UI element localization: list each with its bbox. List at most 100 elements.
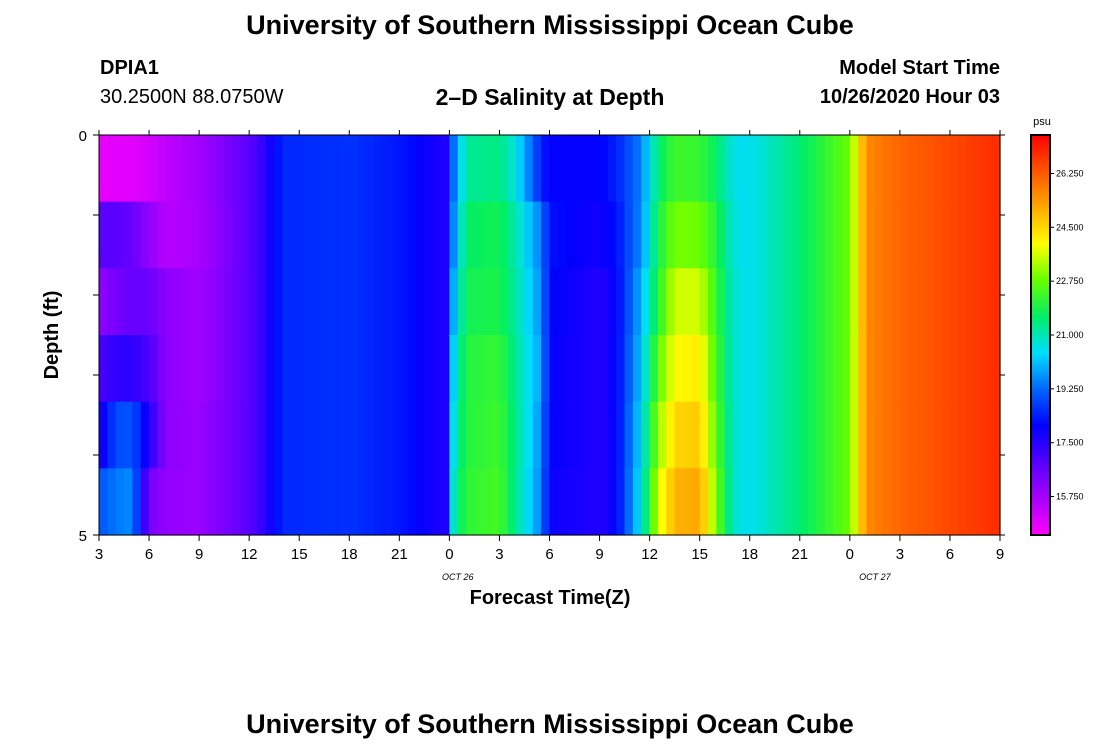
heatmap-cell bbox=[165, 468, 175, 536]
heatmap-cell bbox=[632, 335, 642, 403]
heatmap-cell bbox=[741, 268, 751, 336]
heatmap-cell bbox=[524, 268, 534, 336]
heatmap-cell bbox=[816, 201, 826, 269]
heatmap-cell bbox=[758, 401, 767, 469]
x-axis-label: Forecast Time(Z) bbox=[470, 587, 631, 609]
heatmap-cell bbox=[774, 201, 784, 269]
heatmap-cell bbox=[624, 268, 634, 336]
heatmap-cell bbox=[958, 401, 968, 469]
heatmap-cell bbox=[949, 135, 959, 203]
heatmap-cell bbox=[441, 401, 450, 469]
heatmap-cell bbox=[165, 201, 175, 269]
heatmap-cell bbox=[682, 201, 692, 269]
heatmap-cell bbox=[599, 335, 609, 403]
heatmap-cell bbox=[532, 335, 542, 403]
heatmap-cell bbox=[824, 135, 834, 203]
heatmap-cell bbox=[224, 135, 234, 203]
heatmap-cell bbox=[399, 135, 409, 203]
heatmap-cell bbox=[332, 135, 342, 203]
heatmap-cell bbox=[174, 401, 184, 469]
heatmap-cell bbox=[708, 401, 717, 469]
heatmap-cell bbox=[758, 468, 767, 536]
heatmap-cell bbox=[165, 135, 175, 203]
x-tick-label: 21 bbox=[391, 546, 408, 563]
heatmap-cell bbox=[808, 468, 818, 536]
heatmap-cell bbox=[315, 401, 325, 469]
heatmap-cell bbox=[432, 201, 442, 269]
heatmap-cell bbox=[632, 401, 642, 469]
heatmap-cell bbox=[708, 135, 717, 203]
heatmap-cell bbox=[416, 335, 425, 403]
heatmap-cell bbox=[733, 268, 742, 336]
colorbar-scale bbox=[1030, 134, 1051, 536]
heatmap-cell bbox=[949, 335, 959, 403]
heatmap-cell bbox=[466, 268, 476, 336]
heatmap-cell bbox=[891, 468, 901, 536]
heatmap-cell bbox=[883, 135, 893, 203]
heatmap-cell bbox=[908, 268, 918, 336]
heatmap-cell bbox=[499, 268, 509, 336]
heatmap-cell bbox=[324, 268, 334, 336]
heatmap-cell bbox=[774, 135, 784, 203]
heatmap-cell bbox=[708, 268, 717, 336]
heatmap-cell bbox=[866, 468, 876, 536]
heatmap-cell bbox=[816, 268, 826, 336]
heatmap-cell bbox=[824, 468, 834, 536]
colorbar-tick-label: 21.000 bbox=[1056, 330, 1084, 340]
heatmap-cell bbox=[424, 268, 434, 336]
heatmap-cell bbox=[224, 268, 234, 336]
heatmap-cell bbox=[182, 135, 192, 203]
x-tick-label: 9 bbox=[996, 546, 1004, 563]
heatmap-cell bbox=[290, 401, 300, 469]
heatmap-cell bbox=[899, 468, 909, 536]
heatmap-cell bbox=[858, 335, 868, 403]
heatmap-cell bbox=[582, 335, 592, 403]
heatmap-cell bbox=[741, 135, 751, 203]
heatmap-cell bbox=[491, 468, 501, 536]
heatmap-cell bbox=[165, 335, 175, 403]
heatmap-cell bbox=[799, 135, 809, 203]
heatmap-cell bbox=[357, 135, 367, 203]
heatmap-cell bbox=[215, 268, 225, 336]
heatmap-cell bbox=[958, 335, 968, 403]
heatmap-cell bbox=[799, 401, 809, 469]
heatmap-cell bbox=[115, 135, 125, 203]
heatmap-cell bbox=[833, 468, 843, 536]
heatmap-cell bbox=[791, 135, 801, 203]
heatmap-cell bbox=[783, 268, 793, 336]
heatmap-cell bbox=[841, 135, 851, 203]
heatmap-cell bbox=[632, 268, 642, 336]
heatmap-cell bbox=[616, 401, 626, 469]
heatmap-cell bbox=[140, 268, 150, 336]
heatmap-cell bbox=[199, 335, 209, 403]
heatmap-cell bbox=[232, 201, 242, 269]
heatmap-cell bbox=[891, 201, 901, 269]
heatmap-cell bbox=[315, 268, 325, 336]
heatmap-cell bbox=[249, 401, 259, 469]
heatmap-cell bbox=[916, 335, 926, 403]
heatmap-cell bbox=[624, 335, 634, 403]
heatmap-cell bbox=[224, 335, 234, 403]
heatmap-cell bbox=[866, 401, 876, 469]
heatmap-cell bbox=[424, 335, 434, 403]
heatmap-cell bbox=[507, 468, 517, 536]
heatmap-cell bbox=[958, 135, 968, 203]
heatmap-cell bbox=[591, 268, 601, 336]
heatmap-cell bbox=[899, 335, 909, 403]
heatmap-cell bbox=[541, 335, 551, 403]
x-tick-label: 9 bbox=[595, 546, 603, 563]
heatmap-cell bbox=[557, 335, 567, 403]
heatmap-cell bbox=[607, 401, 617, 469]
heatmap-cell bbox=[666, 335, 676, 403]
heatmap-cell bbox=[841, 401, 851, 469]
heatmap-cell bbox=[841, 201, 851, 269]
heatmap-cell bbox=[816, 335, 826, 403]
heatmap-cell bbox=[624, 201, 634, 269]
heatmap-cell bbox=[808, 401, 818, 469]
heatmap-cell bbox=[390, 335, 400, 403]
heatmap-cell bbox=[566, 201, 576, 269]
heatmap-cell bbox=[207, 468, 217, 536]
heatmap-cell bbox=[499, 401, 509, 469]
heatmap-cell bbox=[390, 401, 400, 469]
heatmap-cell bbox=[607, 201, 617, 269]
